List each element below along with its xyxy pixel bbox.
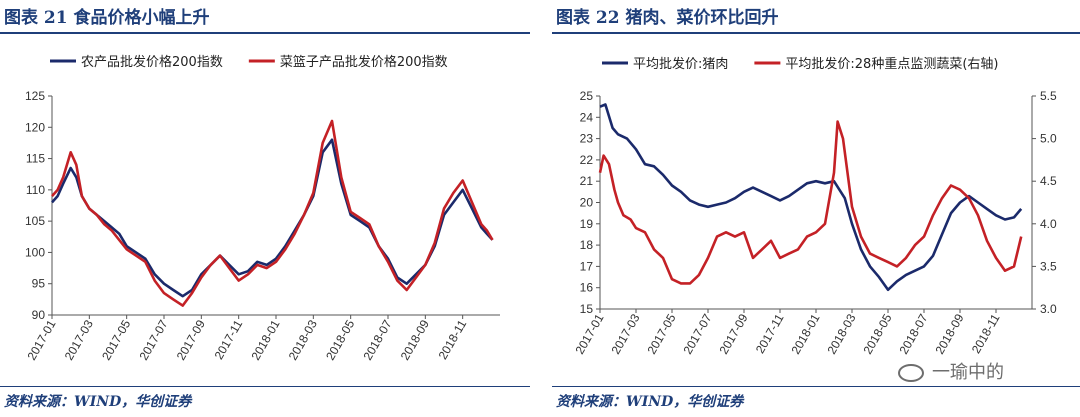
x-tick-label: 2018-07 [360, 317, 394, 362]
y-tick-label: 105 [25, 214, 45, 228]
wechat-icon [898, 364, 924, 382]
line-chart-pork-vegetable: 15 16 17 18 19 20 21 22 23 24 25 3.0 3.5 4.0 4.5 5.0 5.5… [572, 56, 1057, 357]
x-tick-label: 2018-09 [398, 317, 432, 362]
watermark: 一瑜中的 [898, 358, 1004, 384]
y-right-tick-label: 4.0 [1040, 217, 1057, 231]
y-tick-label: 22 [580, 153, 594, 167]
watermark-text: 一瑜中的 [932, 362, 1004, 383]
footer-divider [0, 386, 530, 387]
x-tick-label: 2018-09 [932, 311, 966, 356]
y-tick-label: 19 [580, 217, 594, 231]
x-tick-label: 2017-01 [572, 311, 606, 356]
y-tick-label: 95 [32, 277, 46, 291]
x-tick-label: 2018-03 [286, 317, 320, 362]
title-divider [0, 32, 530, 34]
legend-label-2: 平均批发价:28种重点监测蔬菜(右轴) [785, 56, 998, 72]
series-line-1 [599, 103, 1023, 292]
y-tick-label: 16 [580, 281, 594, 295]
y-tick-label: 20 [580, 196, 594, 210]
y-tick-label: 100 [25, 245, 45, 259]
y-tick-label: 25 [580, 89, 594, 103]
y-tick-label: 24 [580, 110, 594, 124]
y-tick-label: 23 [580, 132, 594, 146]
x-tick-label: 2017-03 [608, 311, 642, 356]
source-note: 资料来源：WIND，华创证券 [556, 394, 744, 410]
x-tick-label: 2017-05 [644, 311, 678, 356]
x-tick-label: 2018-01 [788, 311, 822, 356]
x-tick-label: 2018-05 [860, 311, 894, 356]
title-divider [552, 32, 1080, 34]
y-tick-label: 120 [25, 120, 45, 134]
x-tick-label: 2017-11 [753, 311, 787, 356]
y-tick-label: 115 [26, 152, 45, 166]
legend-label-1: 平均批发价:猪肉 [633, 56, 728, 72]
x-tick-label: 2017-05 [99, 317, 133, 362]
x-tick-label: 2017-11 [212, 317, 246, 362]
x-tick-label: 2017-07 [136, 317, 170, 362]
x-tick-label: 2017-07 [680, 311, 714, 356]
y-tick-label: 90 [32, 308, 46, 322]
x-tick-label: 2018-07 [896, 311, 930, 356]
y-right-tick-label: 5.5 [1040, 89, 1057, 103]
chart-panel-pork-vegetable: 图表 22 猪肉、菜价环比回升 15 16 17 18 19 20 21 22 23 24 25 3.… [552, 0, 1080, 417]
chart-panel-food-price: 图表 21 食品价格小幅上升 90 95 100 105 110 115 120 125 201… [0, 0, 530, 417]
y-tick-label: 110 [26, 183, 45, 197]
series-line-2 [598, 120, 1023, 285]
x-tick-label: 2018-03 [824, 311, 858, 356]
figure-title: 图表 22 猪肉、菜价环比回升 [556, 8, 779, 28]
source-note: 资料来源：WIND，华创证券 [4, 394, 192, 410]
y-tick-label: 21 [580, 174, 594, 188]
y-tick-label: 18 [580, 238, 594, 252]
x-tick-label: 2017-09 [174, 317, 208, 362]
y-right-tick-label: 4.5 [1040, 174, 1057, 188]
y-right-tick-label: 3.5 [1040, 259, 1057, 273]
x-tick-label: 2018-11 [436, 317, 470, 362]
legend-label-1: 农产品批发价格200指数 [81, 54, 223, 70]
x-tick-label: 2018-05 [323, 317, 357, 362]
y-tick-label: 17 [580, 259, 594, 273]
x-tick-label: 2017-01 [24, 317, 58, 362]
series-line-1 [51, 138, 494, 298]
x-tick-label: 2017-09 [716, 311, 750, 356]
footer-divider [552, 386, 1080, 387]
figure-title: 图表 21 食品价格小幅上升 [4, 8, 210, 28]
x-tick-label: 2018-01 [248, 317, 282, 362]
y-tick-label: 15 [580, 302, 594, 316]
series-line-2 [51, 119, 494, 307]
y-right-tick-label: 3.0 [1040, 302, 1057, 316]
legend-label-2: 菜篮子产品批发价格200指数 [280, 54, 448, 70]
x-tick-label: 2017-03 [62, 317, 96, 362]
x-tick-label: 2018-11 [969, 311, 1003, 356]
y-tick-label: 125 [25, 89, 45, 103]
y-right-tick-label: 5.0 [1040, 132, 1057, 146]
